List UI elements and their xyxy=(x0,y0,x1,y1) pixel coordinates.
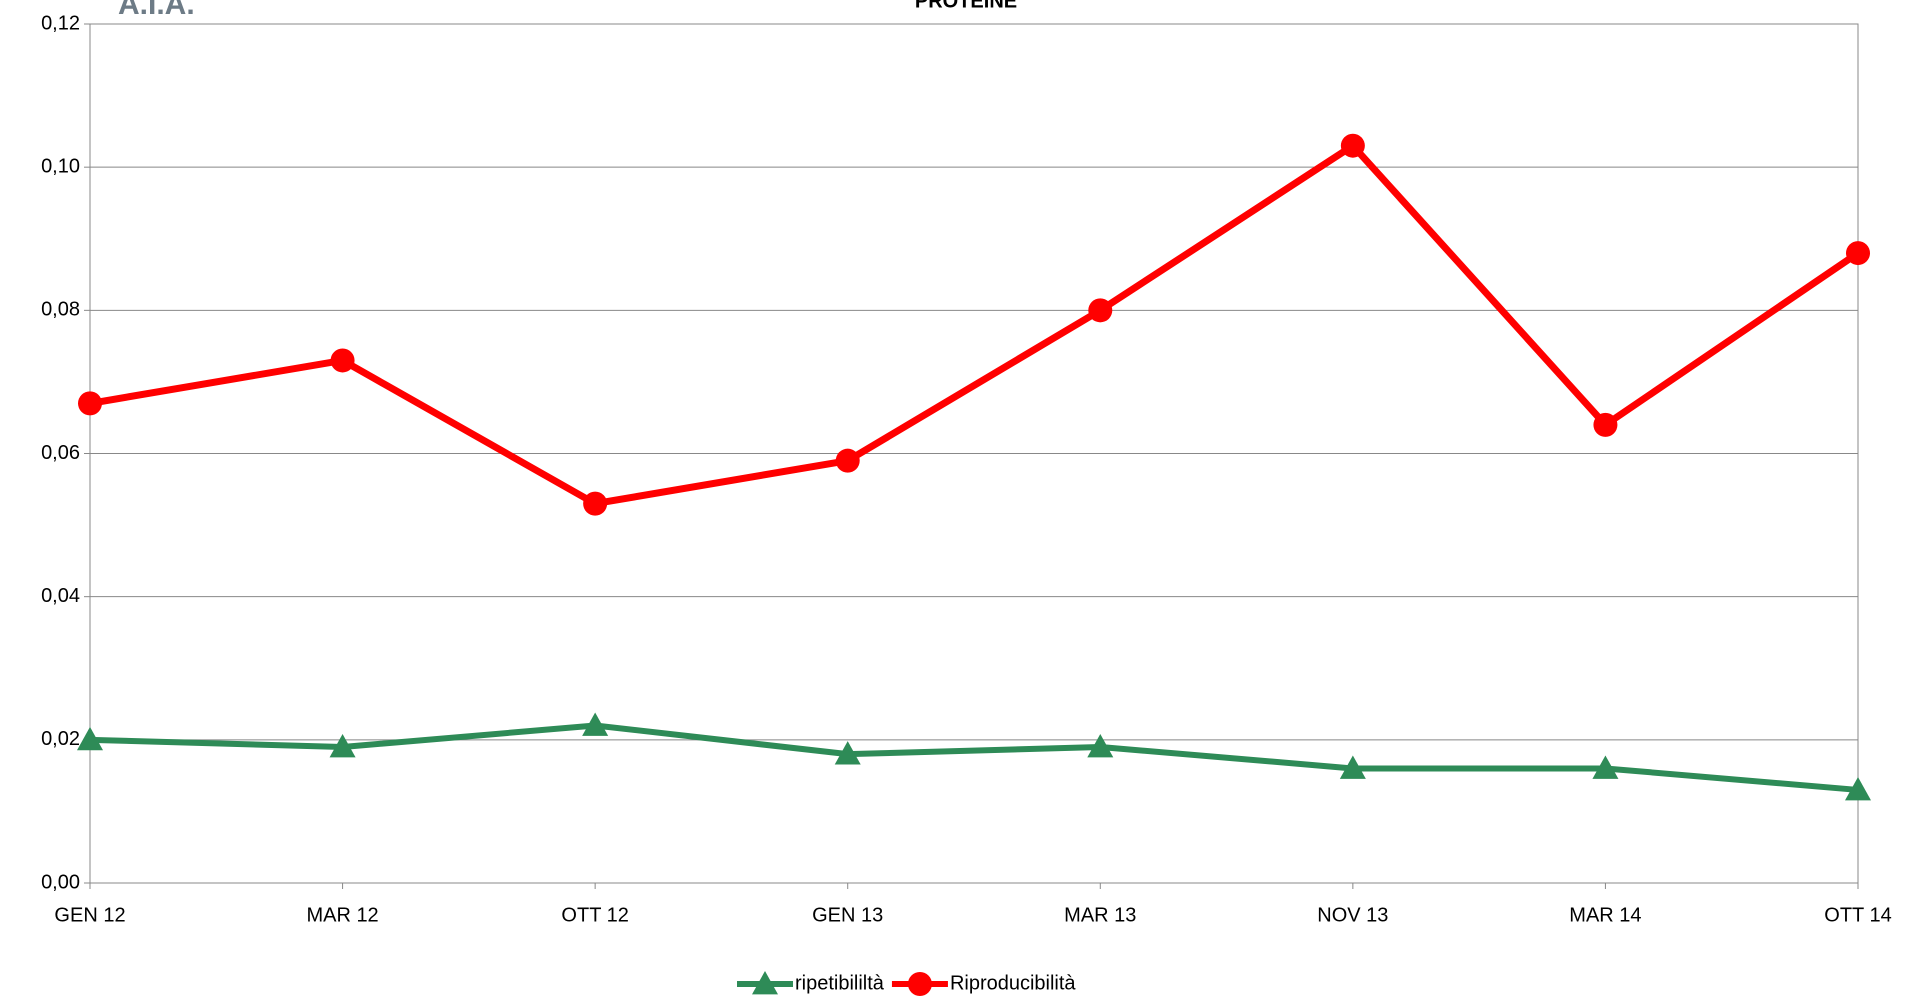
y-tick-label: 0,00 xyxy=(41,871,80,893)
data-point xyxy=(583,491,608,516)
x-tick-label: GEN 13 xyxy=(812,904,883,926)
data-point xyxy=(1846,241,1870,266)
legend-marker xyxy=(907,972,932,996)
data-point xyxy=(330,348,355,373)
y-tick-label: 0,06 xyxy=(41,442,80,464)
y-tick-label: 0,08 xyxy=(41,299,80,321)
y-tick-label: 0,04 xyxy=(41,585,80,607)
data-point xyxy=(1339,755,1366,779)
legend-label: Riproducibilità xyxy=(950,972,1076,994)
x-tick-label: OTT 12 xyxy=(561,904,628,926)
x-tick-label: NOV 13 xyxy=(1317,904,1388,926)
data-point xyxy=(835,448,860,473)
logo: A.I.A. xyxy=(118,0,195,21)
data-point xyxy=(1845,776,1871,801)
x-tick-label: MAR 14 xyxy=(1569,904,1641,926)
series-line xyxy=(89,722,1859,793)
data-point xyxy=(1088,298,1113,323)
legend-marker xyxy=(752,971,778,995)
plot-frame xyxy=(89,23,1859,884)
data-point xyxy=(1087,733,1114,758)
x-tick-label: MAR 12 xyxy=(306,904,378,926)
x-tick-label: MAR 13 xyxy=(1064,904,1136,926)
data-point xyxy=(78,391,102,416)
data-point xyxy=(77,726,103,751)
legend-label: ripetibililtà xyxy=(795,972,885,994)
data-point xyxy=(329,733,356,758)
x-tick-label: OTT 14 xyxy=(1824,904,1891,926)
x-tick-label: GEN 12 xyxy=(54,904,125,926)
chart-title: PROTEINE xyxy=(915,0,1017,12)
series-line xyxy=(89,142,1860,508)
y-tick-label: 0,02 xyxy=(41,728,80,750)
data-point xyxy=(834,741,861,765)
y-tick-label: 0,12 xyxy=(41,12,80,34)
data-point xyxy=(1340,133,1365,158)
y-tick-label: 0,10 xyxy=(41,155,80,177)
data-point xyxy=(1593,412,1618,437)
data-point xyxy=(582,712,609,736)
data-point xyxy=(1592,755,1619,779)
